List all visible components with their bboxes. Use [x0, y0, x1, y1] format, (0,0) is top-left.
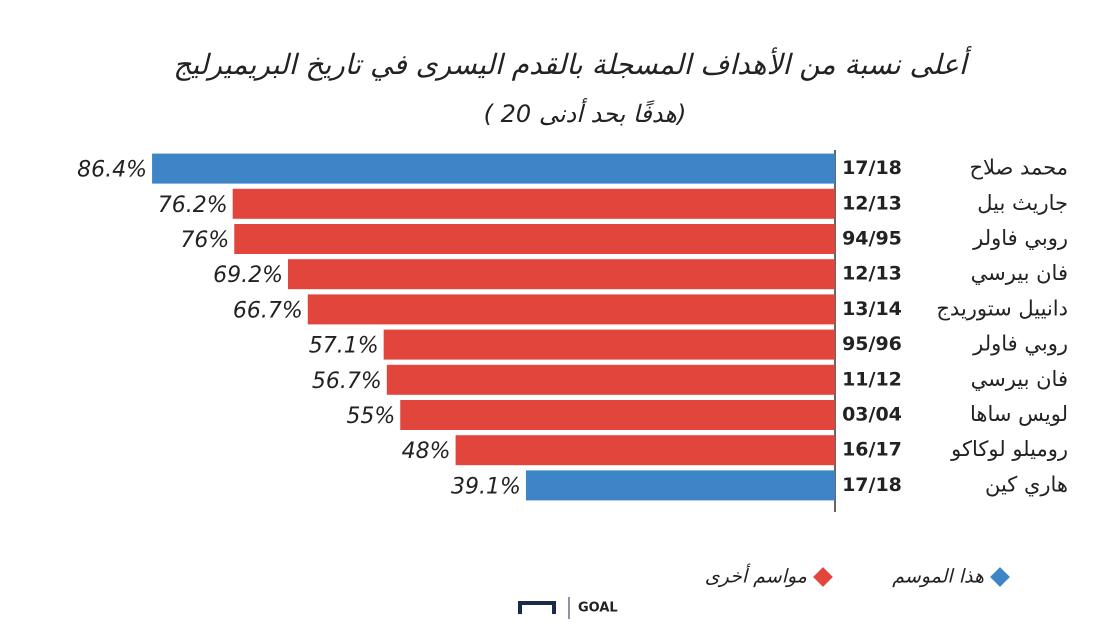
- value-label: 57.1%: [309, 334, 379, 359]
- category-label: روميلو لوكاكو: [950, 437, 1068, 461]
- value-label: 76%: [180, 228, 229, 253]
- value-label: 39.1%: [451, 474, 521, 499]
- category-label: هاري كين: [985, 472, 1068, 496]
- value-label: 56.7%: [312, 369, 382, 394]
- season-label: 03/04: [842, 404, 902, 426]
- value-label: 86.4%: [77, 158, 147, 183]
- chart-title: أعلى نسبة من الأهداف المسجلة بالقدم اليس…: [173, 46, 972, 81]
- category-label: روبي فاولر: [972, 226, 1068, 250]
- season-label: 12/13: [842, 263, 902, 285]
- bar: [400, 400, 835, 430]
- legend-marker: [813, 567, 833, 587]
- season-label: 17/18: [842, 157, 902, 179]
- season-label: 13/14: [842, 298, 902, 320]
- value-label: 66.7%: [233, 298, 303, 323]
- bar: [383, 329, 835, 360]
- category-label: محمد صلاح: [969, 156, 1068, 180]
- bar: [152, 153, 835, 184]
- value-label: 55%: [346, 404, 395, 429]
- season-label: 11/12: [842, 368, 902, 390]
- category-label: دانييل ستوريدج: [936, 296, 1068, 321]
- value-label: 69.2%: [213, 263, 283, 288]
- bar: [234, 224, 836, 254]
- season-label: 17/18: [842, 474, 902, 496]
- season-label: 95/96: [842, 333, 902, 355]
- legend-marker: [990, 567, 1010, 587]
- legend-label: مواسم أخرى: [705, 564, 807, 588]
- bar: [386, 364, 835, 395]
- legend-label: هذا الموسم: [892, 566, 984, 588]
- value-label: 76.2%: [158, 193, 228, 218]
- season-label: 12/13: [842, 192, 902, 214]
- brand-text: GOAL: [578, 601, 618, 616]
- bar: [525, 470, 835, 501]
- bar: [232, 188, 835, 219]
- chart-subtitle: ( 20 هدفًا بحد أدنى): [484, 98, 687, 128]
- category-label: فان بيرسي: [971, 261, 1068, 285]
- bar: [307, 294, 835, 325]
- category-label: فان بيرسي: [971, 367, 1068, 391]
- category-label: جاريث بيل: [977, 191, 1068, 215]
- brand-logo: [518, 597, 570, 619]
- bar: [455, 435, 835, 466]
- category-label: روبي فاولر: [972, 332, 1068, 356]
- value-label: 48%: [402, 439, 451, 464]
- season-label: 16/17: [842, 439, 902, 461]
- bar: [288, 259, 835, 290]
- category-label: لويس ساها: [970, 402, 1068, 426]
- season-label: 94/95: [842, 228, 902, 250]
